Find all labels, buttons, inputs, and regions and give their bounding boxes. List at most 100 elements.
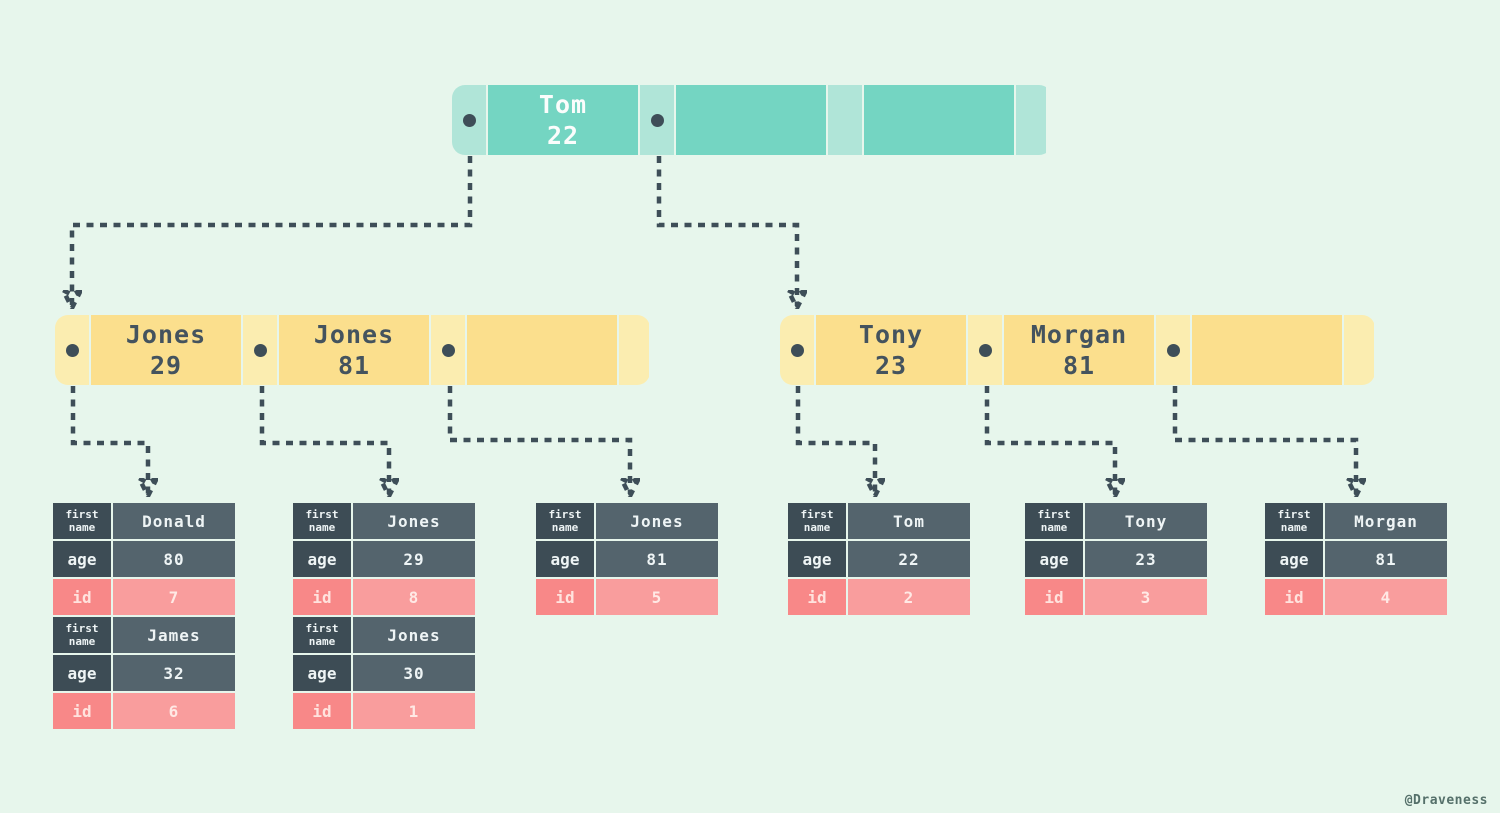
key-age: 81 bbox=[337, 351, 371, 380]
pointer-dot bbox=[462, 113, 476, 127]
connector-root-to-left-node bbox=[72, 129, 473, 306]
field-value-first-name: Jones bbox=[353, 503, 475, 539]
field-value-first-name: Jones bbox=[353, 617, 475, 653]
key-age: 29 bbox=[149, 351, 183, 380]
field-label-id: id bbox=[788, 579, 846, 615]
key-name: Tom bbox=[538, 90, 588, 119]
record-table-1: first name Donald age 80 id 7 first name J… bbox=[53, 503, 235, 729]
field-value-id: 8 bbox=[353, 579, 475, 615]
field-label-id: id bbox=[53, 693, 111, 729]
field-value-id: 3 bbox=[1085, 579, 1207, 615]
field-label-first-name: first name bbox=[1265, 503, 1323, 539]
field-value-id: 7 bbox=[113, 579, 235, 615]
field-value-age: 81 bbox=[1325, 541, 1447, 577]
key-age: 23 bbox=[874, 351, 908, 380]
field-label-id: id bbox=[1265, 579, 1323, 615]
author-credit: @Draveness bbox=[1404, 793, 1488, 808]
node-key-cell-empty bbox=[864, 85, 1014, 155]
field-value-age: 80 bbox=[113, 541, 235, 577]
field-label-age: age bbox=[293, 541, 351, 577]
field-label-first-name: first name bbox=[53, 617, 111, 653]
field-value-id: 6 bbox=[113, 693, 235, 729]
pointer-dot bbox=[65, 343, 79, 357]
key-age: 22 bbox=[546, 121, 580, 150]
field-label-age: age bbox=[293, 655, 351, 691]
field-label-age: age bbox=[1025, 541, 1083, 577]
node-key-cell: Jones 29 bbox=[91, 315, 241, 385]
node-pointer-cell bbox=[1156, 315, 1190, 385]
field-label-id: id bbox=[293, 579, 351, 615]
node-pointer-cell bbox=[243, 315, 277, 385]
node-pointer-cell bbox=[431, 315, 465, 385]
field-value-id: 4 bbox=[1325, 579, 1447, 615]
field-label-id: id bbox=[536, 579, 594, 615]
index-node-root: Tom 22 bbox=[452, 85, 1052, 155]
node-pointer-cell bbox=[55, 315, 89, 385]
record-table-2: first name Jones age 29 id 8 first name Jo… bbox=[293, 503, 475, 729]
node-key-cell: Tony 23 bbox=[816, 315, 966, 385]
field-value-id: 5 bbox=[596, 579, 718, 615]
index-node-right: Tony 23 Morgan 81 bbox=[780, 315, 1375, 385]
node-end-cap bbox=[1344, 315, 1374, 385]
node-key-cell-empty bbox=[1192, 315, 1342, 385]
pointer-dot bbox=[790, 343, 804, 357]
field-value-first-name: Tom bbox=[848, 503, 970, 539]
node-pointer-cell-empty bbox=[828, 85, 862, 155]
field-label-age: age bbox=[53, 655, 111, 691]
field-label-first-name: first name bbox=[293, 503, 351, 539]
field-label-id: id bbox=[1025, 579, 1083, 615]
field-value-age: 30 bbox=[353, 655, 475, 691]
pointer-dot bbox=[1166, 343, 1180, 357]
key-name: Jones bbox=[313, 320, 395, 349]
field-value-first-name: Morgan bbox=[1325, 503, 1447, 539]
field-label-age: age bbox=[1265, 541, 1323, 577]
field-value-age: 22 bbox=[848, 541, 970, 577]
field-label-age: age bbox=[53, 541, 111, 577]
field-value-first-name: James bbox=[113, 617, 235, 653]
node-end-cap bbox=[1016, 85, 1046, 155]
node-end-cap bbox=[619, 315, 649, 385]
field-value-id: 2 bbox=[848, 579, 970, 615]
pointer-dot bbox=[978, 343, 992, 357]
record-table-4: first name Tom age 22 id 2 bbox=[788, 503, 970, 615]
field-value-age: 23 bbox=[1085, 541, 1207, 577]
connector-root-to-right-node bbox=[656, 129, 797, 306]
node-key-cell: Jones 81 bbox=[279, 315, 429, 385]
key-name: Morgan bbox=[1030, 320, 1128, 349]
field-label-first-name: first name bbox=[293, 617, 351, 653]
field-value-first-name: Tony bbox=[1085, 503, 1207, 539]
index-node-left: Jones 29 Jones 81 bbox=[55, 315, 650, 385]
field-value-id: 1 bbox=[353, 693, 475, 729]
field-label-id: id bbox=[53, 579, 111, 615]
field-value-first-name: Jones bbox=[596, 503, 718, 539]
pointer-dot bbox=[253, 343, 267, 357]
field-value-first-name: Donald bbox=[113, 503, 235, 539]
key-name: Tony bbox=[858, 320, 924, 349]
record-table-3: first name Jones age 81 id 5 bbox=[536, 503, 718, 615]
node-key-cell-empty bbox=[467, 315, 617, 385]
node-pointer-cell bbox=[968, 315, 1002, 385]
node-key-cell-empty bbox=[676, 85, 826, 155]
pointer-dot bbox=[441, 343, 455, 357]
pointer-dot bbox=[650, 113, 664, 127]
node-key-cell: Tom 22 bbox=[488, 85, 638, 155]
field-label-first-name: first name bbox=[536, 503, 594, 539]
field-value-age: 81 bbox=[596, 541, 718, 577]
field-label-age: age bbox=[536, 541, 594, 577]
node-pointer-cell bbox=[452, 85, 486, 155]
record-table-6: first name Morgan age 81 id 4 bbox=[1265, 503, 1447, 615]
field-label-age: age bbox=[788, 541, 846, 577]
field-value-age: 29 bbox=[353, 541, 475, 577]
node-pointer-cell bbox=[640, 85, 674, 155]
node-pointer-cell bbox=[780, 315, 814, 385]
key-age: 81 bbox=[1062, 351, 1096, 380]
field-label-first-name: first name bbox=[788, 503, 846, 539]
field-value-age: 32 bbox=[113, 655, 235, 691]
field-label-first-name: first name bbox=[53, 503, 111, 539]
node-key-cell: Morgan 81 bbox=[1004, 315, 1154, 385]
record-table-5: first name Tony age 23 id 3 bbox=[1025, 503, 1207, 615]
field-label-id: id bbox=[293, 693, 351, 729]
field-label-first-name: first name bbox=[1025, 503, 1083, 539]
key-name: Jones bbox=[125, 320, 207, 349]
